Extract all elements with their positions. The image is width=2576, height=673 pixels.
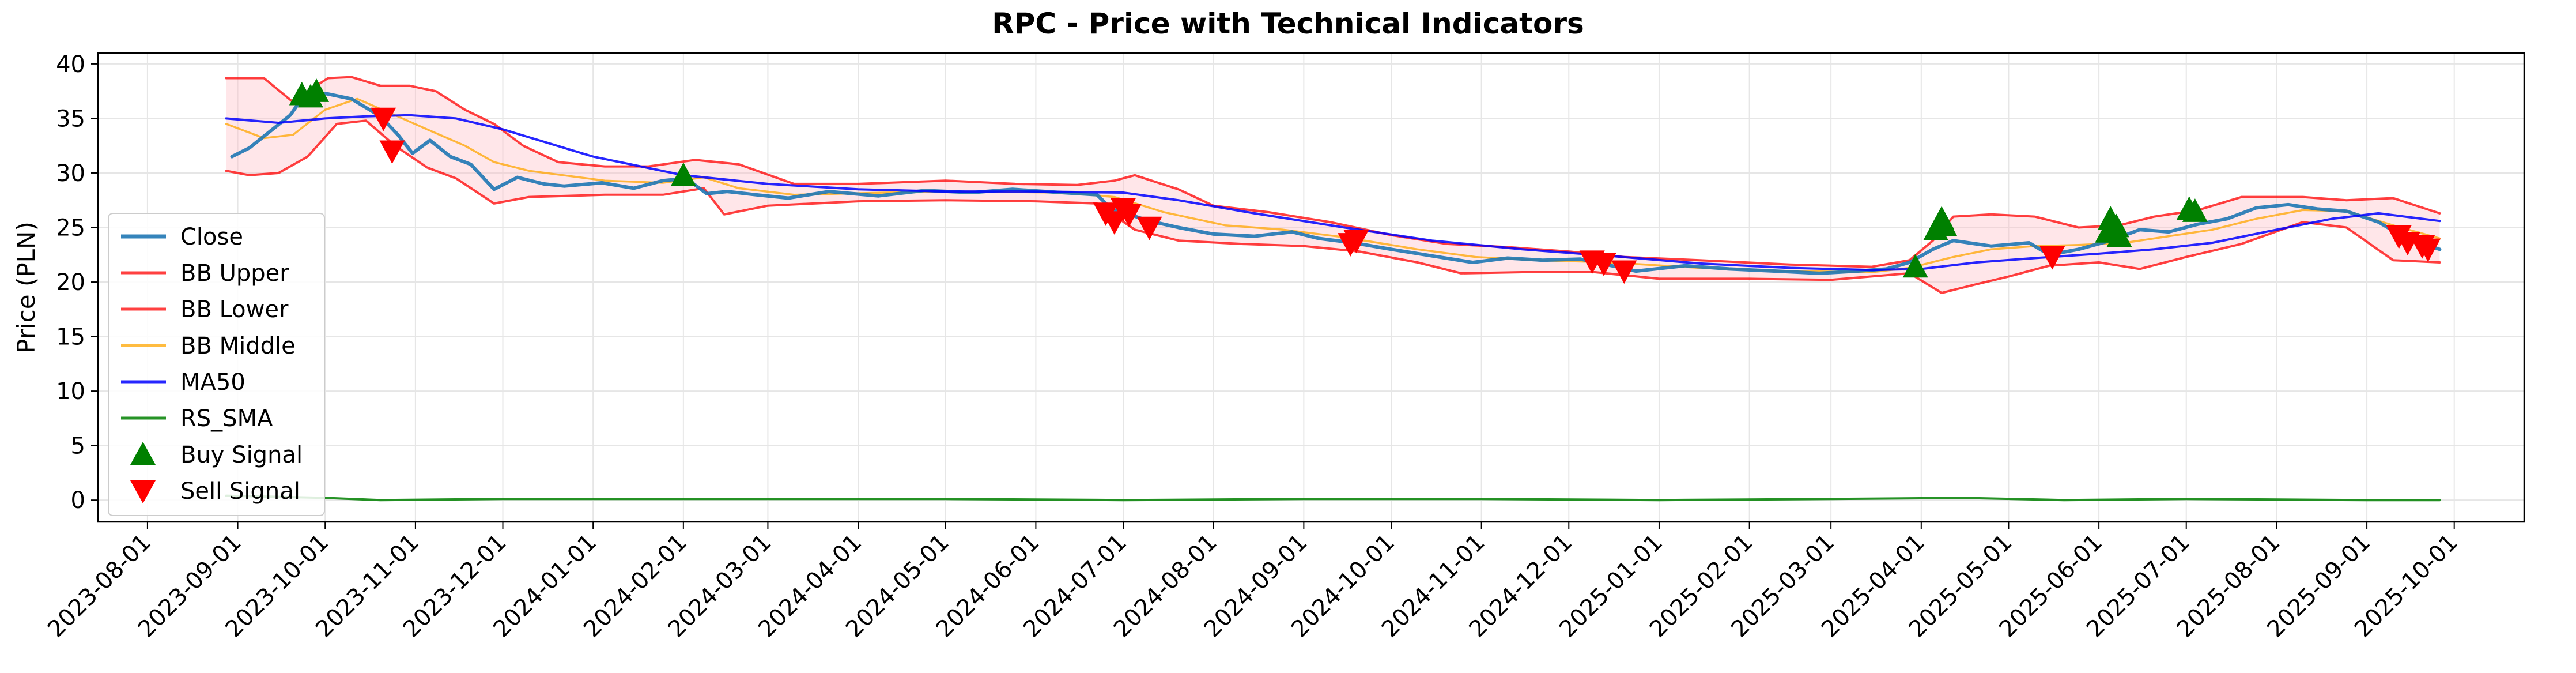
sell-signal-marker [1343, 230, 1369, 254]
y-tick-label: 25 [56, 215, 85, 242]
buy-signal-marker [2182, 198, 2208, 222]
series-line-close [230, 92, 2442, 275]
series-line-bb-upper [225, 76, 2441, 268]
legend-label-sell: Sell Signal [180, 478, 300, 505]
sell-signal-marker [1591, 253, 1616, 276]
series-line-rs-sma [225, 494, 2441, 502]
y-tick-label: 30 [56, 160, 85, 187]
y-tick-label: 5 [71, 433, 85, 460]
legend-label-ma50: MA50 [180, 369, 245, 396]
y-tick-label: 15 [56, 324, 85, 351]
y-axis-label: Price (PLN) [12, 221, 40, 354]
legend-label-rs-sma: RS_SMA [180, 405, 273, 432]
buy-signal-marker [304, 78, 330, 102]
legend-box [108, 213, 325, 516]
buy-signal-marker [2106, 223, 2132, 247]
y-tick-label: 10 [56, 378, 85, 405]
sell-signal-marker [2039, 246, 2065, 270]
y-tick-label: 40 [56, 51, 85, 78]
y-tick-label: 35 [56, 106, 85, 132]
buy-signal-marker [1902, 254, 1928, 278]
sell-signal-marker [1136, 216, 1162, 240]
series-line-ma50 [225, 114, 2441, 272]
legend-label-bb-upper: BB Upper [180, 260, 289, 287]
sell-signal-marker [1611, 260, 1637, 284]
plot-frame [97, 52, 2525, 523]
y-tick-label: 20 [56, 269, 85, 296]
buy-signal-marker [1932, 212, 1958, 236]
sell-signal-marker [371, 107, 396, 131]
legend-label-bb-lower: BB Lower [180, 296, 289, 323]
buy-signal-marker [670, 162, 696, 186]
legend-label-buy: Buy Signal [180, 442, 303, 468]
y-tick-label: 0 [71, 487, 85, 514]
signal-markers [289, 78, 2441, 284]
sell-signal-marker [2415, 238, 2441, 262]
series-layer [225, 76, 2442, 502]
legend: Close BB Upper BB Lower BB Middle MA50 RS_SMA… [108, 213, 325, 516]
legend-swatch-sell [130, 480, 156, 503]
legend-swatch-buy [130, 442, 156, 465]
sell-signal-marker [379, 140, 405, 164]
series-line-bb-lower [225, 119, 2441, 294]
legend-label-bb-middle: BB Middle [180, 333, 296, 359]
legend-label-close: Close [180, 224, 243, 250]
bollinger-band-area [226, 77, 2440, 292]
chart-title: RPC - Price with Technical Indicators [992, 7, 1584, 40]
sell-signal-marker [1116, 204, 1142, 227]
bollinger-band-fill [226, 77, 2440, 292]
